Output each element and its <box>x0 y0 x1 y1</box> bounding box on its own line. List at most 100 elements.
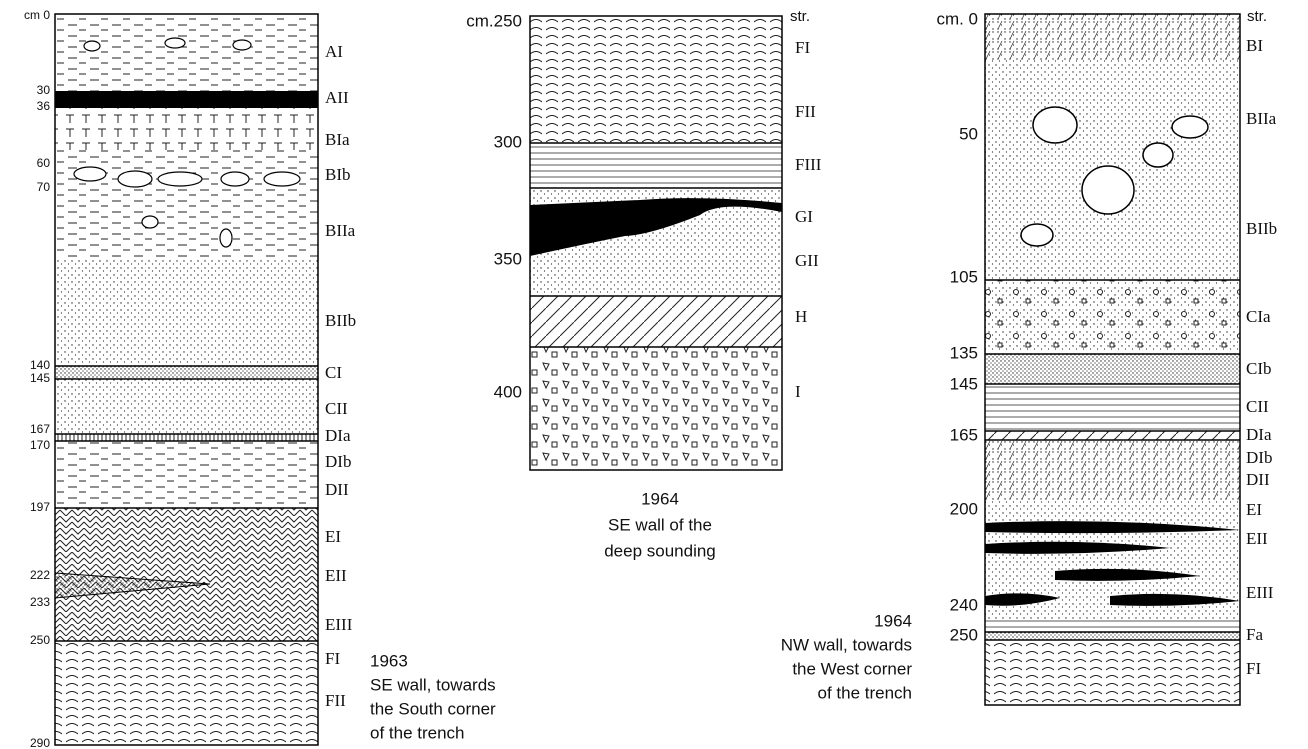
layer-label: BIIb <box>325 311 356 330</box>
layer-fill <box>55 91 318 108</box>
layer-fill <box>55 641 318 745</box>
depth-label: 140 <box>30 358 50 372</box>
layer-label: GI <box>795 207 813 226</box>
layer-fill <box>985 384 1240 431</box>
column-header: str. <box>1247 8 1267 25</box>
stone <box>164 37 186 49</box>
caption: the South corner <box>370 699 496 718</box>
depth-label: 145 <box>30 371 50 385</box>
stone <box>1171 115 1209 139</box>
layer-label: Fa <box>1246 625 1263 644</box>
layer-fill <box>55 434 318 441</box>
layer-label: DIb <box>1246 448 1272 467</box>
depth-label: 170 <box>30 438 50 452</box>
layer-fill <box>985 354 1240 384</box>
layer-label: I <box>795 382 801 401</box>
column-header: str. <box>790 8 810 25</box>
layer-fill <box>530 347 782 470</box>
layer-label: DIa <box>1246 425 1272 444</box>
caption: 1964 <box>874 611 912 630</box>
depth-label: 145 <box>950 374 978 393</box>
stone <box>83 40 101 52</box>
stone <box>232 39 252 51</box>
depth-label: 167 <box>30 422 50 436</box>
depth-label: 290 <box>30 736 50 749</box>
stone <box>1020 223 1054 247</box>
layer-label: BIa <box>325 130 350 149</box>
caption: SE wall of the <box>608 515 712 534</box>
layer-fill <box>55 260 318 366</box>
layer-fill <box>55 508 318 641</box>
caption: of the trench <box>817 683 912 702</box>
layer-label: EI <box>325 527 341 546</box>
stone <box>117 170 153 188</box>
depth-label: 250 <box>30 633 50 647</box>
layer-label: BI <box>1246 36 1263 55</box>
stone <box>73 166 107 182</box>
caption: deep sounding <box>604 541 716 560</box>
stone <box>219 228 233 248</box>
dark-lens <box>985 593 1060 606</box>
dark-lens <box>1055 568 1200 581</box>
depth-label: 36 <box>37 99 51 113</box>
layer-label: FI <box>1246 659 1261 678</box>
stone <box>157 171 203 187</box>
layer-label: BIIa <box>1246 109 1277 128</box>
layer-fill <box>985 431 1240 440</box>
layer-fill <box>55 14 318 91</box>
depth-label: 197 <box>30 500 50 514</box>
layer-fill <box>55 441 318 508</box>
depth-label: 300 <box>494 132 522 151</box>
stone <box>141 215 159 229</box>
layer-label: CII <box>325 399 348 418</box>
layer-label: EI <box>1246 500 1262 519</box>
layer-fill <box>985 632 1240 640</box>
layer-label: CI <box>325 363 342 382</box>
layer-label: FIII <box>795 155 822 174</box>
layer-label: FI <box>325 649 340 668</box>
layer-fill <box>55 150 318 260</box>
caption: the West corner <box>792 659 912 678</box>
stone <box>1032 106 1078 144</box>
column-frame <box>984 13 1241 706</box>
caption: SE wall, towards <box>370 675 496 694</box>
depth-label: 165 <box>950 425 978 444</box>
dark-lens <box>985 521 1240 534</box>
layer-label: H <box>795 307 807 326</box>
depth-label: 60 <box>37 156 51 170</box>
caption: of the trench <box>370 723 465 742</box>
depth-label: 200 <box>950 499 978 518</box>
layer-label: AII <box>325 88 349 107</box>
depth-label: 105 <box>950 267 978 286</box>
depth-label: 135 <box>950 343 978 362</box>
stone <box>220 171 250 187</box>
layer-fill <box>55 108 318 150</box>
layer-label: EIII <box>325 615 353 634</box>
layer-label: DII <box>1246 470 1270 489</box>
layer-label: BIIa <box>325 221 356 240</box>
depth-label: 250 <box>950 625 978 644</box>
layer-fill <box>985 14 1240 60</box>
layer-label: DII <box>325 480 349 499</box>
layer-fill <box>530 16 782 143</box>
layer-fill <box>530 296 782 347</box>
depth-label: 222 <box>30 568 50 582</box>
layer-label: GII <box>795 251 819 270</box>
layer-label: CIa <box>1246 307 1271 326</box>
depth-label: 350 <box>494 249 522 268</box>
column-frame <box>54 13 319 746</box>
layer-label: DIa <box>325 426 351 445</box>
layer-fill <box>55 379 318 434</box>
layer-fill <box>530 143 782 188</box>
layer-fill <box>985 440 1240 500</box>
stone <box>1081 165 1135 215</box>
depth-label: 70 <box>37 180 51 194</box>
layer-label: CIb <box>1246 359 1272 378</box>
stone <box>263 171 301 187</box>
depth-label: cm.250 <box>466 11 522 30</box>
layer-label: FII <box>325 691 346 710</box>
dark-lens <box>985 541 1170 554</box>
caption: NW wall, towards <box>781 635 912 654</box>
dark-lens <box>1110 593 1240 606</box>
